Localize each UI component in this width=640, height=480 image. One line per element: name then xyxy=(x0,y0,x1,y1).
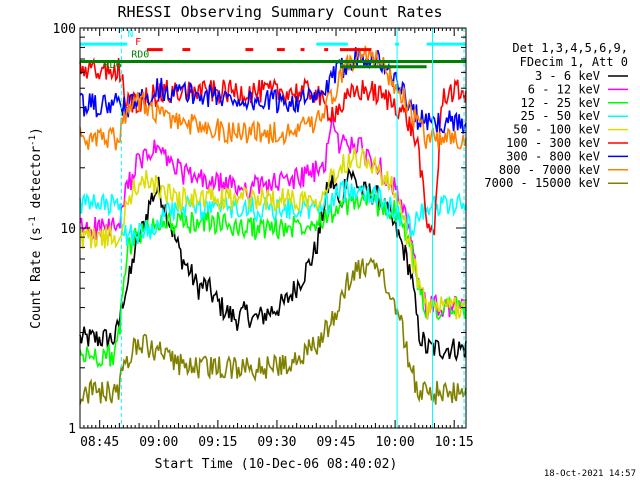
y-axis-label: Count Rate (s-1 detector-1) xyxy=(28,127,44,329)
legend-label-7: 800 - 7000 keV xyxy=(499,163,600,177)
legend-label-4: 50 - 100 keV xyxy=(513,123,600,137)
y-axis-label-sup: -1 xyxy=(28,216,38,227)
legend-header-line-1: Det 1,3,4,5,6,9, xyxy=(512,41,628,55)
x-tick-label-6: 10:15 xyxy=(435,435,474,450)
y-axis-label-tail: detector xyxy=(29,146,44,217)
legend-label-8: 7000 - 15000 keV xyxy=(484,176,600,190)
y-axis: 1 10 100 xyxy=(53,22,466,437)
legend-label-0: 3 - 6 keV xyxy=(535,69,600,83)
x-axis: 08:45 09:00 09:15 09:30 09:45 10:00 10:15 xyxy=(79,28,474,450)
annotation-rd0: RD0 xyxy=(131,50,149,61)
y-tick-label-1: 10 xyxy=(60,222,76,237)
annotation-f: F xyxy=(135,37,141,48)
legend-label-5: 100 - 300 keV xyxy=(506,136,600,150)
legend: Det 1,3,4,5,6,9, FDecim 1, Att 0 3 - 6 k… xyxy=(484,41,628,190)
series-line-8 xyxy=(79,256,467,405)
chart-title: RHESSI Observing Summary Count Rates xyxy=(117,3,442,21)
x-tick-label-1: 09:00 xyxy=(139,435,178,450)
series-line-4 xyxy=(79,147,467,320)
x-tick-label-2: 09:15 xyxy=(198,435,237,450)
x-tick-label-0: 08:45 xyxy=(80,435,119,450)
legend-label-2: 12 - 25 keV xyxy=(521,96,600,110)
series-line-3 xyxy=(79,179,467,246)
annotation-rd6: RD6 xyxy=(104,60,122,71)
y-tick-label-0: 1 xyxy=(68,422,76,437)
annotation-n: N xyxy=(127,29,133,40)
timestamp: 18-Oct-2021 14:57 xyxy=(544,469,636,479)
y-axis-label-sup2: -1 xyxy=(28,135,38,146)
x-tick-label-3: 09:30 xyxy=(257,435,296,450)
x-axis-label: Start Time (10-Dec-06 08:40:02) xyxy=(155,457,398,472)
legend-label-3: 25 - 50 keV xyxy=(521,109,600,123)
legend-header-line-2: FDecim 1, Att 0 xyxy=(520,55,628,69)
series-line-1 xyxy=(79,112,467,320)
legend-label-6: 300 - 800 keV xyxy=(506,149,600,163)
y-axis-label-close: ) xyxy=(29,127,44,135)
flag-layer xyxy=(80,42,466,69)
x-tick-label-5: 10:00 xyxy=(376,435,415,450)
series-line-7 xyxy=(79,45,467,151)
y-tick-label-2: 100 xyxy=(53,22,76,37)
y-axis-label-main: Count Rate (s xyxy=(29,227,44,329)
x-tick-label-4: 09:45 xyxy=(316,435,355,450)
series-layer xyxy=(79,45,467,405)
legend-label-1: 6 - 12 keV xyxy=(528,82,600,96)
annotation-layer: NF RD0 RD6 xyxy=(104,29,150,71)
